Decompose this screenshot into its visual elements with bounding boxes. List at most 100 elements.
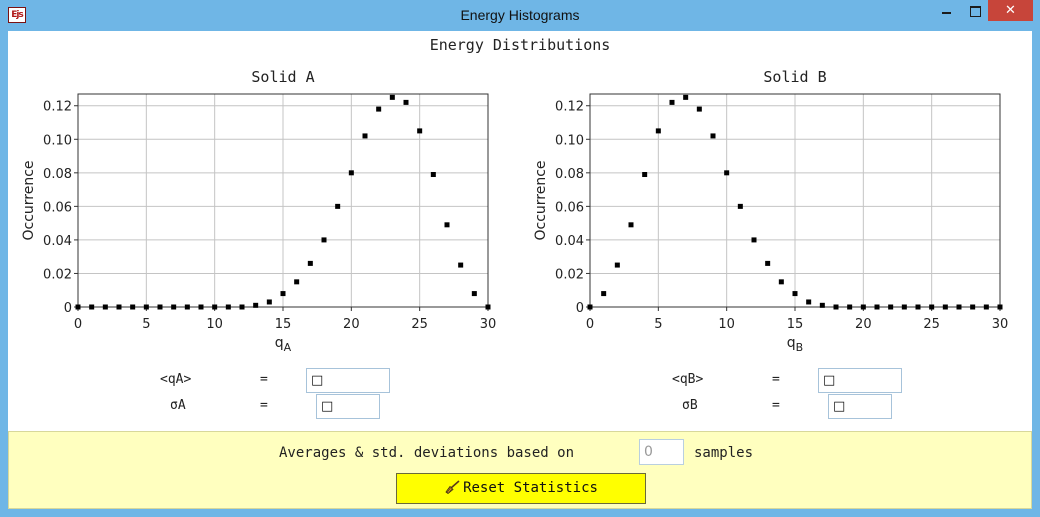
- data-point: [874, 304, 880, 310]
- data-point: [171, 304, 177, 310]
- data-point: [628, 222, 634, 228]
- data-point: [157, 304, 163, 310]
- x-tick-label: 30: [480, 317, 497, 332]
- data-point: [143, 304, 149, 310]
- data-point: [997, 304, 1003, 310]
- x-tick-label: 30: [992, 317, 1009, 332]
- y-tick-label: 0.10: [43, 133, 72, 148]
- y-tick-label: 0.10: [555, 133, 584, 148]
- data-point: [116, 304, 122, 310]
- x-tick-label: 5: [142, 317, 150, 332]
- data-point: [614, 262, 620, 268]
- plot-title: Solid B: [763, 68, 826, 86]
- sigma-a-label: σA: [170, 398, 186, 413]
- mean-qb-equals: =: [772, 372, 780, 387]
- data-point: [751, 237, 757, 243]
- y-axis-label: Occurrence: [533, 160, 549, 240]
- y-tick-label: 0: [64, 301, 72, 316]
- data-point: [669, 99, 675, 105]
- data-point: [417, 128, 423, 134]
- data-point: [888, 304, 894, 310]
- data-point: [362, 133, 368, 139]
- sigma-b-equals: =: [772, 398, 780, 413]
- x-tick-label: 20: [343, 317, 360, 332]
- data-point: [601, 291, 607, 297]
- data-point: [983, 304, 989, 310]
- x-tick-label: 0: [586, 317, 594, 332]
- y-tick-label: 0.08: [555, 167, 584, 182]
- plot-title: Solid A: [251, 68, 314, 86]
- data-point: [444, 222, 450, 228]
- x-tick-label: 15: [275, 317, 292, 332]
- data-point: [485, 304, 491, 310]
- close-icon: ✕: [1005, 3, 1016, 18]
- mean-qa-field[interactable]: □: [306, 368, 390, 393]
- data-point: [198, 304, 204, 310]
- y-tick-label: 0.04: [43, 234, 72, 249]
- reset-statistics-label: Reset Statistics: [463, 480, 598, 496]
- sigma-b-label: σB: [682, 398, 698, 413]
- plot-solid-a: Solid A 0 5 10 15 20 25 30 0 0.02 0.04 0.06 0.08 0.10…: [21, 68, 497, 354]
- y-axis-label: Occurrence: [21, 160, 37, 240]
- x-axis-label: qB: [787, 335, 803, 354]
- y-tick-label: 0.02: [555, 267, 584, 282]
- x-axis-label-main: q: [787, 335, 796, 351]
- data-point: [724, 170, 730, 176]
- data-point: [833, 304, 839, 310]
- data-point: [348, 170, 354, 176]
- data-point: [266, 299, 272, 305]
- x-tick-label: 15: [787, 317, 804, 332]
- mean-qa-equals: =: [260, 372, 268, 387]
- data-point: [253, 302, 259, 308]
- data-point: [130, 304, 136, 310]
- data-point: [321, 237, 327, 243]
- data-point: [587, 304, 593, 310]
- data-point: [458, 262, 464, 268]
- x-axis-label-sub: A: [284, 341, 292, 354]
- data-point: [89, 304, 95, 310]
- y-tick-label: 0.12: [555, 100, 584, 115]
- data-point: [806, 299, 812, 305]
- mean-qb-field[interactable]: □: [818, 368, 902, 393]
- data-point: [642, 172, 648, 178]
- y-tick-label: 0.12: [43, 100, 72, 115]
- sigma-b-field[interactable]: □: [828, 394, 892, 419]
- x-axis-label: qA: [275, 335, 292, 354]
- y-tick-label: 0.04: [555, 234, 584, 249]
- data-point: [847, 304, 853, 310]
- statistics-panel: Averages & std. deviations based on 0 sa…: [8, 431, 1032, 509]
- data-point: [696, 106, 702, 112]
- page-title: Energy Distributions: [429, 36, 611, 54]
- close-button[interactable]: ✕: [988, 0, 1033, 21]
- data-point: [335, 203, 341, 209]
- window-title: Energy Histograms: [460, 7, 580, 23]
- data-point: [102, 304, 108, 310]
- data-point: [860, 304, 866, 310]
- x-axis-label-main: q: [275, 335, 284, 351]
- sigma-a-field[interactable]: □: [316, 394, 380, 419]
- app-icon[interactable]: Ejs: [8, 7, 26, 23]
- data-point: [294, 279, 300, 285]
- data-point: [683, 94, 689, 100]
- maximize-button[interactable]: [962, 0, 988, 21]
- plot-solid-b: Solid B 0 5 10 15 20 25 30 0 0.02 0.04 0.06 0.08 0.10…: [533, 68, 1009, 354]
- data-point: [75, 304, 81, 310]
- x-tick-label: 10: [718, 317, 735, 332]
- plot-frame: [77, 93, 489, 308]
- samples-count-field[interactable]: 0: [639, 439, 684, 465]
- data-point: [376, 106, 382, 112]
- minimize-button[interactable]: [930, 0, 964, 21]
- sigma-a-equals: =: [260, 398, 268, 413]
- x-tick-label: 25: [411, 317, 428, 332]
- broom-icon: [445, 480, 460, 494]
- reset-statistics-button[interactable]: Reset Statistics: [396, 473, 646, 504]
- title-bar[interactable]: Ejs Energy Histograms ✕: [0, 0, 1040, 31]
- x-tick-label: 5: [654, 317, 662, 332]
- data-point: [239, 304, 245, 310]
- mean-qb-label: <qB>: [672, 372, 704, 387]
- data-point: [655, 128, 661, 134]
- y-tick-label: 0.02: [43, 267, 72, 282]
- client-area: Energy Distributions Solid A 0 5 10 15 20 25 30…: [8, 31, 1032, 509]
- x-tick-label: 10: [206, 317, 223, 332]
